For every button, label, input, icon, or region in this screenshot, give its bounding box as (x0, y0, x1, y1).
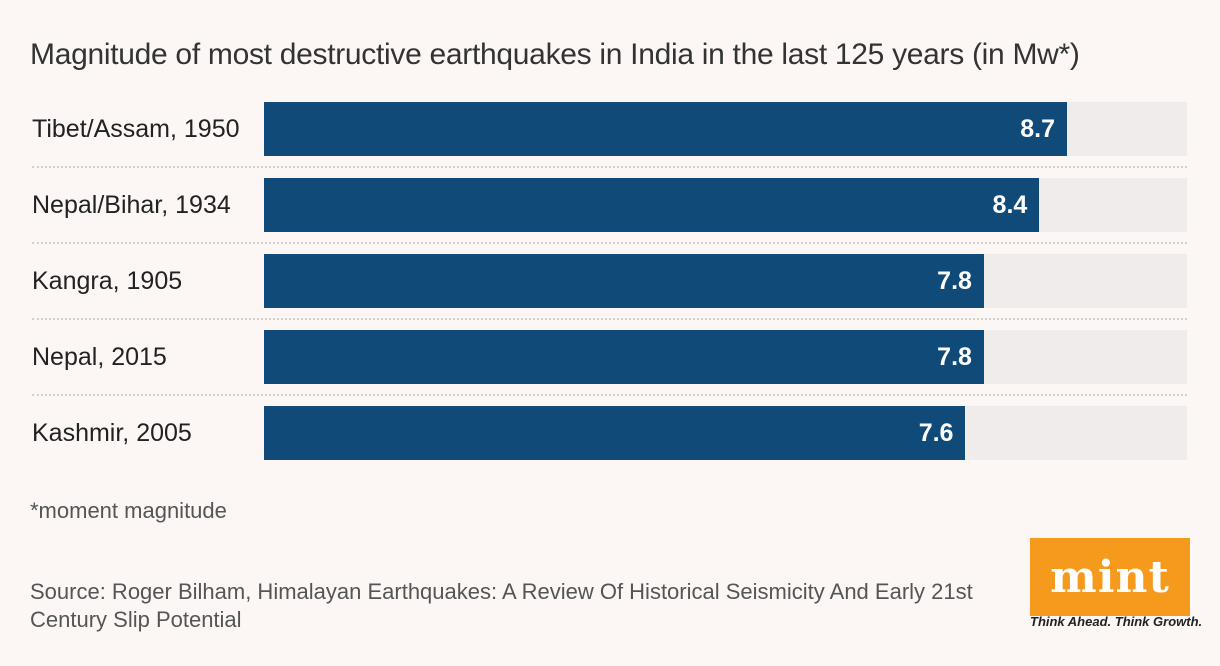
bar-value-label: 7.8 (937, 343, 972, 371)
bar-chart: Tibet/Assam, 1950 8.7 Nepal/Bihar, 1934 8.4… (32, 102, 1187, 460)
row-separator (32, 394, 1187, 396)
bar (264, 254, 984, 308)
row-separator (32, 242, 1187, 244)
row-separator (32, 318, 1187, 320)
bar (264, 330, 984, 384)
bar (264, 178, 1040, 232)
mint-logo: mint (1030, 538, 1190, 616)
bar-value-label: 7.6 (918, 419, 954, 447)
category-label: Kangra, 1905 (32, 267, 183, 295)
category-label: Nepal/Bihar, 1934 (32, 191, 231, 219)
bar (264, 406, 966, 460)
chart-title: Magnitude of most destructive earthquake… (30, 38, 1080, 71)
row-separator (32, 166, 1187, 168)
footnote: *moment magnitude (30, 498, 227, 523)
category-label: Kashmir, 2005 (32, 419, 192, 447)
category-label: Nepal, 2015 (32, 343, 167, 371)
category-label: Tibet/Assam, 1950 (32, 115, 240, 143)
bar-value-label: 8.7 (1020, 115, 1055, 143)
source-note: Source: Roger Bilham, Himalayan Earthqua… (30, 579, 973, 632)
bar (264, 102, 1067, 156)
bar-value-label: 7.8 (937, 267, 972, 295)
logo-text: mint (1050, 551, 1170, 603)
bar-value-label: 8.4 (992, 191, 1028, 219)
logo-tagline: Think Ahead. Think Growth. (1030, 614, 1203, 629)
